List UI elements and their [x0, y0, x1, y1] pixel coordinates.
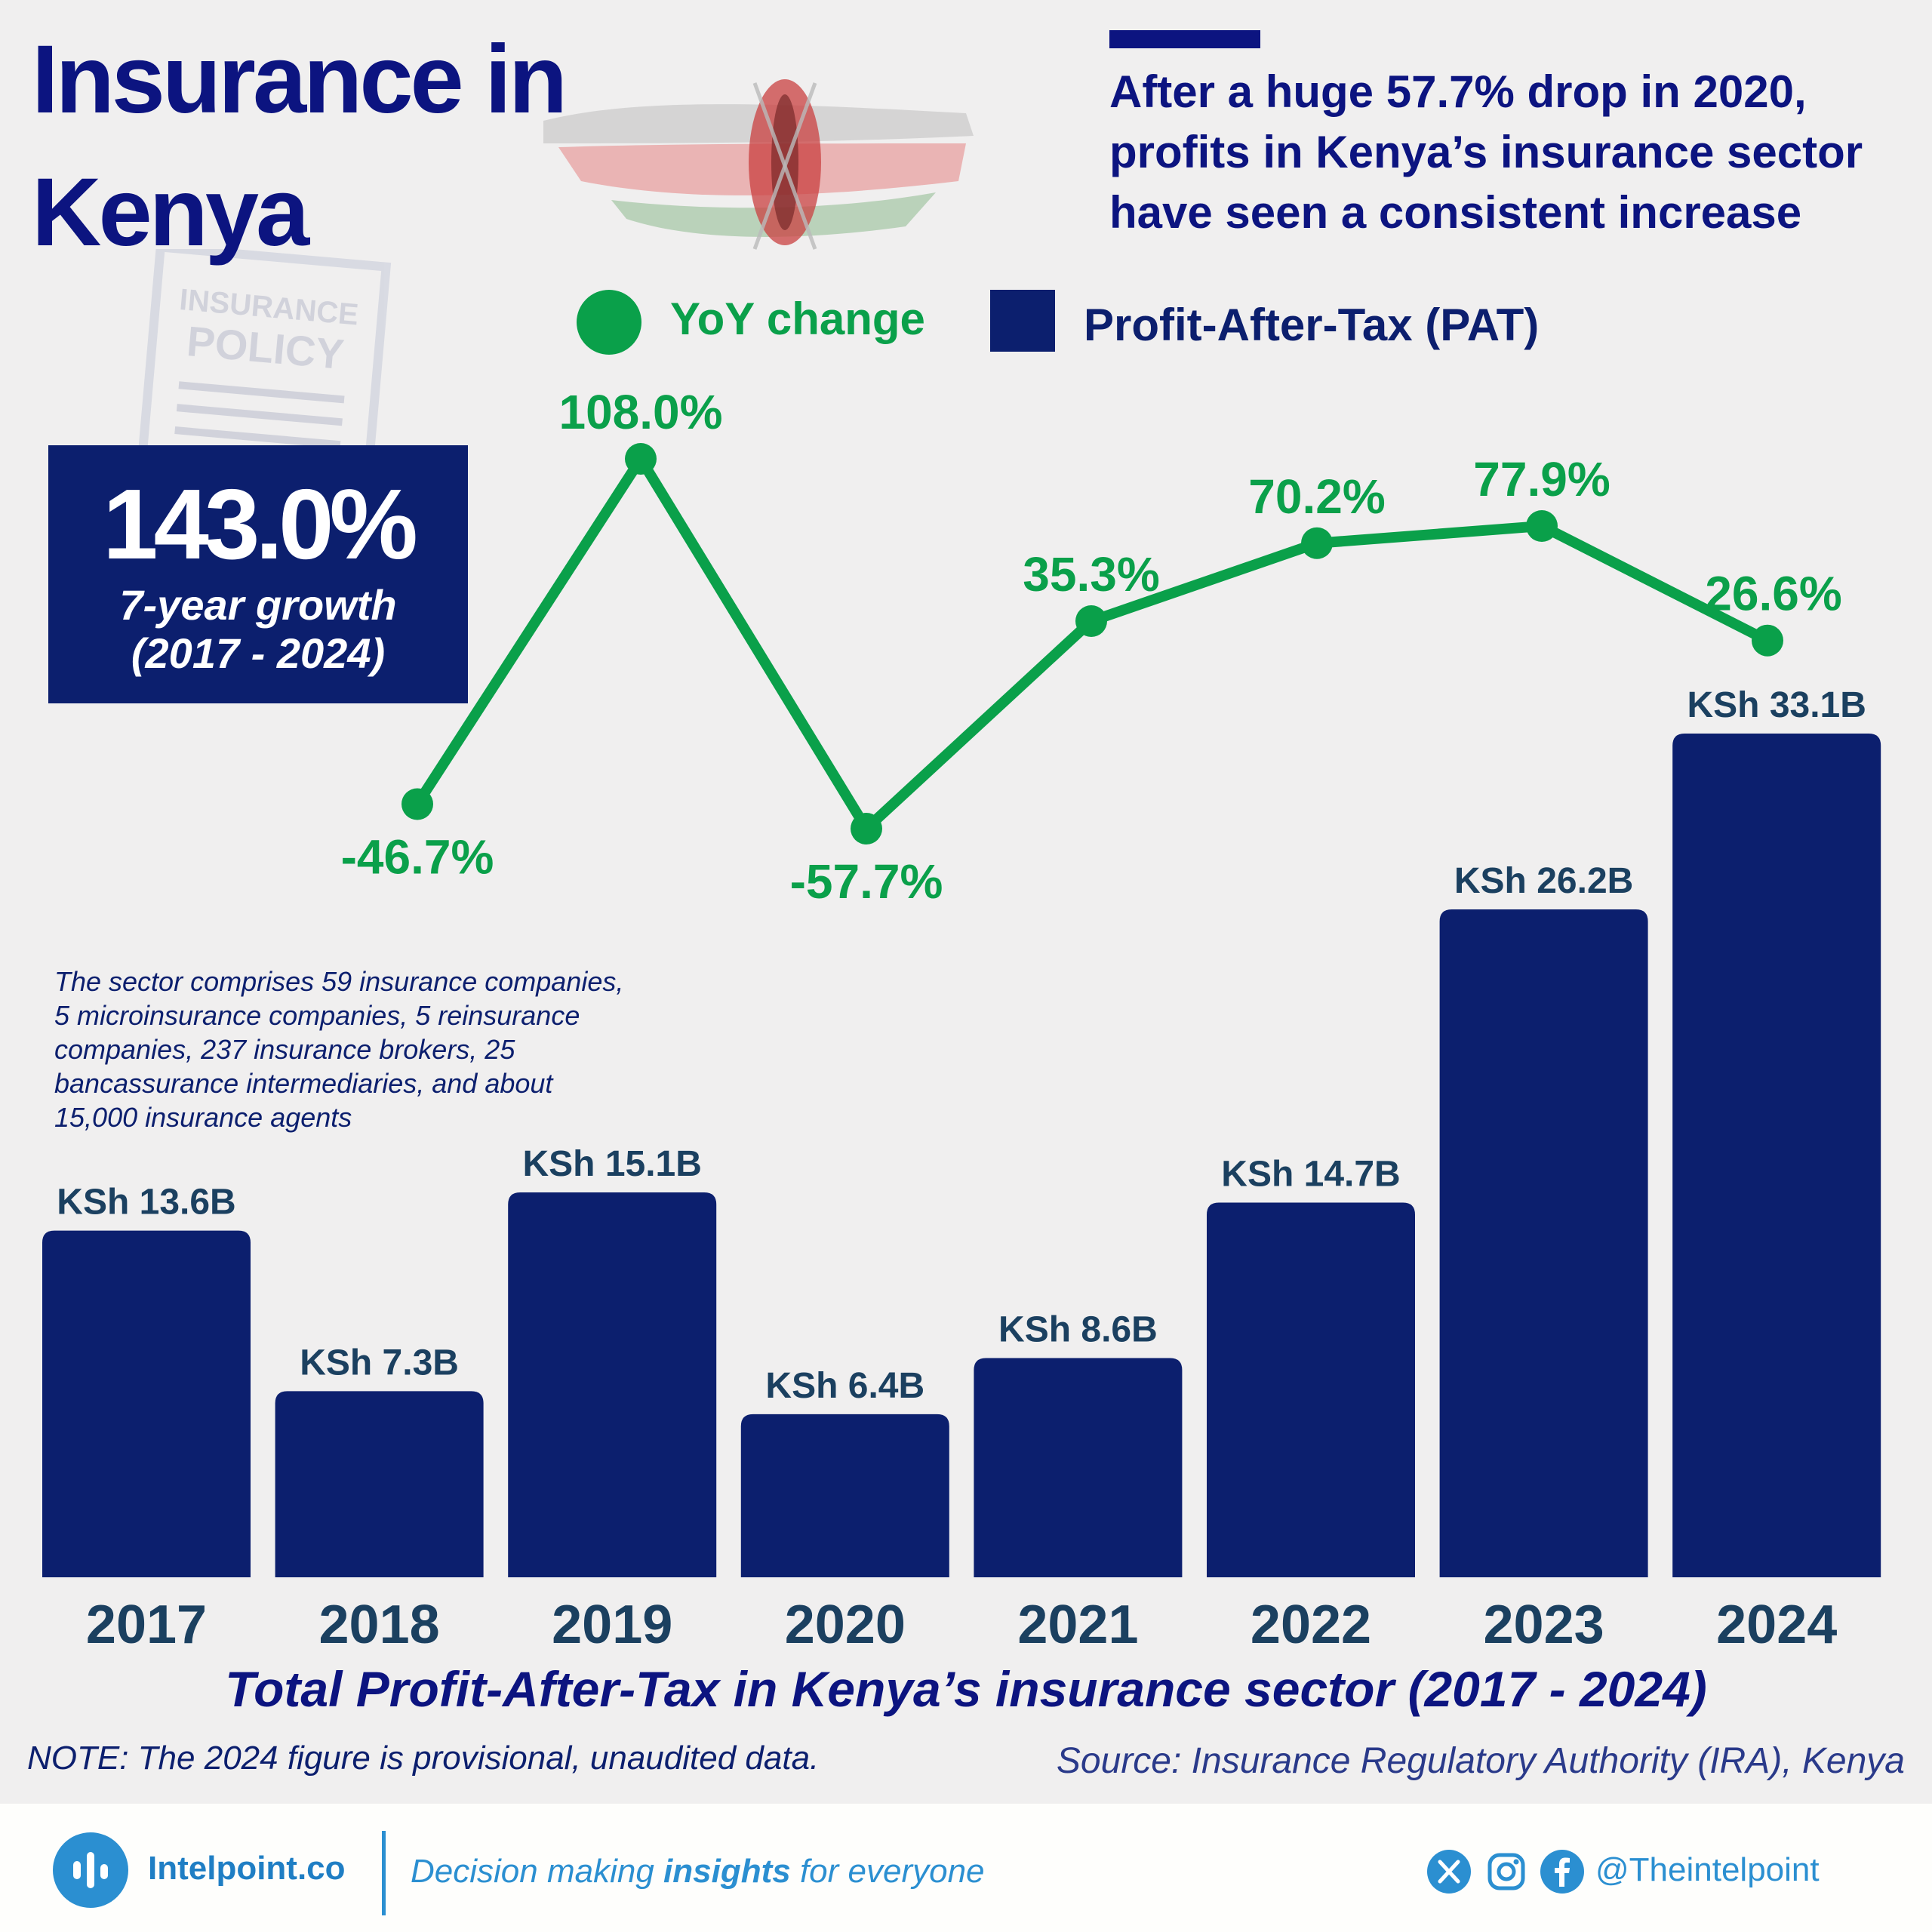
yoy-point-2023: [1526, 510, 1558, 543]
x-tick-2020: 2020: [785, 1595, 906, 1655]
source-credit: Source: Insurance Regulatory Authority (…: [1056, 1741, 1905, 1781]
growth-label-line1: 7-year growth: [119, 581, 397, 629]
yoy-point-2019: [625, 443, 657, 475]
pat-bar-label-2020: KSh 6.4B: [765, 1366, 924, 1406]
tagline-bold: insights: [663, 1853, 791, 1890]
pat-bar-label-2022: KSh 14.7B: [1221, 1154, 1400, 1194]
yoy-point-2024: [1752, 624, 1783, 657]
intelpoint-logo-icon[interactable]: [53, 1832, 128, 1908]
x-tick-2024: 2024: [1716, 1595, 1837, 1655]
footer-tagline: Decision making insights for everyone: [411, 1850, 985, 1893]
kenya-flag-decoration: [543, 79, 974, 250]
x-tick-2017: 2017: [86, 1595, 207, 1655]
growth-value: 143.0%: [103, 469, 418, 580]
site-link[interactable]: Intelpoint.co: [148, 1850, 346, 1887]
x-icon[interactable]: [1426, 1849, 1472, 1894]
pat-bar-2022: [1207, 1202, 1415, 1577]
legend-yoy-label: YoY change: [670, 294, 925, 344]
pat-yoy-chart: KSh 13.6B 2017 KSh 7.3B 2018 KSh 15.1B 2019 KS…: [42, 385, 1881, 1655]
pat-bar-2021: [974, 1358, 1183, 1577]
yoy-point-2018: [401, 788, 433, 820]
x-tick-2018: 2018: [319, 1595, 440, 1655]
yoy-label-2021: 35.3%: [1023, 547, 1159, 601]
legend-yoy-marker: [577, 290, 641, 355]
yoy-label-2022: 70.2%: [1248, 469, 1385, 524]
yoy-label-2024: 26.6%: [1705, 567, 1841, 621]
title-line-1: Insurance in: [32, 26, 568, 134]
pat-bar-2024: [1672, 734, 1881, 1577]
insurance-policy-decoration: INSURANCE POLICY: [134, 249, 392, 475]
pat-bar-label-2021: KSh 8.6B: [998, 1310, 1158, 1350]
headline-accent-bar: [1109, 30, 1260, 48]
yoy-line: [413, 454, 1770, 834]
yoy-point-2022: [1301, 527, 1333, 559]
legend-pat-marker: [990, 290, 1055, 352]
provisional-data-note: NOTE: The 2024 figure is provisional, un…: [27, 1740, 820, 1777]
footer-divider: [382, 1831, 386, 1915]
instagram-icon[interactable]: [1484, 1849, 1529, 1894]
pat-bar-label-2024: KSh 33.1B: [1687, 685, 1866, 725]
pat-bar-2023: [1439, 909, 1648, 1577]
pat-bar-label-2019: KSh 15.1B: [522, 1144, 701, 1184]
page-title: Insurance in Kenya: [32, 14, 711, 279]
yoy-label-2023: 77.9%: [1473, 452, 1610, 506]
growth-callout: 143.0% 7-year growth (2017 - 2024): [48, 445, 468, 703]
pat-bar-2020: [740, 1414, 949, 1577]
title-line-2: Kenya: [32, 158, 309, 266]
chart-title: Total Profit-After-Tax in Kenya’s insura…: [225, 1661, 1707, 1717]
growth-label-line2: (2017 - 2024): [131, 629, 386, 677]
pat-bar-label-2017: KSh 13.6B: [57, 1183, 235, 1223]
pat-bar-2018: [275, 1391, 484, 1577]
pat-bar-2019: [508, 1192, 717, 1577]
sector-composition-note: The sector comprises 59 insurance compan…: [54, 966, 624, 1133]
x-tick-2019: 2019: [552, 1595, 672, 1655]
headline-text: After a huge 57.7% drop in 2020, profits…: [1109, 66, 1863, 238]
yoy-label-2018: -46.7%: [341, 829, 494, 884]
legend-pat-label: Profit-After-Tax (PAT): [1084, 300, 1540, 350]
yoy-point-2021: [1075, 605, 1107, 637]
yoy-label-2020: -57.7%: [790, 854, 943, 909]
pat-bar-2017: [42, 1230, 251, 1577]
x-tick-2021: 2021: [1017, 1595, 1138, 1655]
footer-bar: [0, 1804, 1932, 1932]
pat-bar-label-2018: KSh 7.3B: [300, 1343, 459, 1383]
x-tick-2023: 2023: [1484, 1595, 1604, 1655]
tagline-pre: Decision making: [411, 1853, 664, 1890]
social-handle[interactable]: @Theintelpoint: [1595, 1851, 1820, 1888]
facebook-icon[interactable]: [1540, 1849, 1585, 1894]
yoy-label-2019: 108.0%: [558, 385, 722, 439]
pat-bar-label-2023: KSh 26.2B: [1454, 861, 1633, 901]
yoy-point-2020: [851, 813, 882, 844]
tagline-post: for everyone: [790, 1853, 985, 1890]
x-tick-2022: 2022: [1251, 1595, 1371, 1655]
